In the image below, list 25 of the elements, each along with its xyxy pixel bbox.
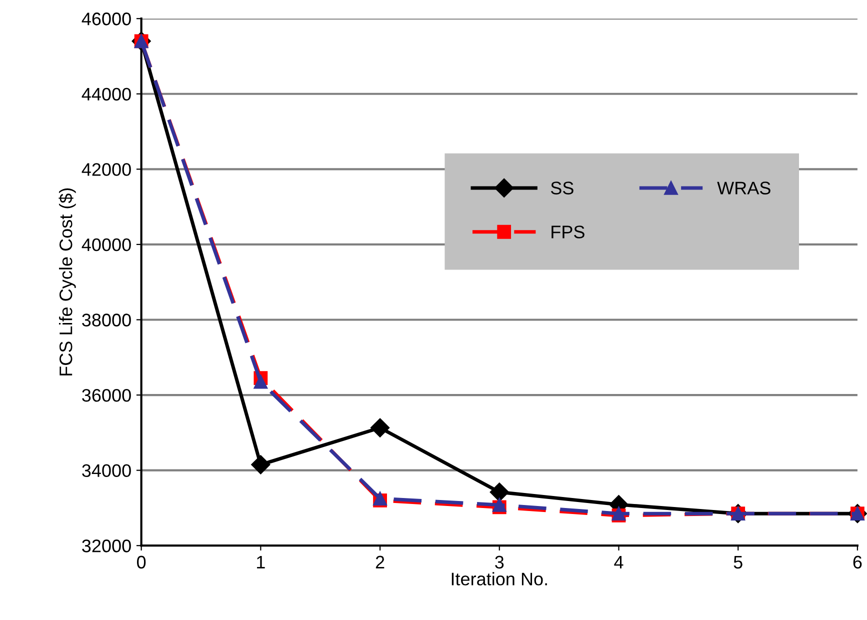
y-tick-label: 44000 xyxy=(82,88,131,101)
y-axis-title: FCS Life Cycle Cost ($) xyxy=(58,188,76,376)
legend-label: WRAS xyxy=(717,182,770,194)
legend-label: SS xyxy=(550,182,574,194)
point xyxy=(370,418,390,438)
x-tick-label: 2 xyxy=(376,556,384,568)
point xyxy=(254,374,268,389)
point xyxy=(251,455,270,474)
point xyxy=(492,498,506,512)
x-tick-label: 0 xyxy=(137,556,146,569)
point xyxy=(490,482,509,502)
y-tick-label: 42000 xyxy=(82,163,131,176)
x-tick-label: 6 xyxy=(853,556,862,569)
x-tick-label: 5 xyxy=(734,556,742,569)
x-axis-title: Iteration No. xyxy=(452,572,547,586)
x-tick-label: 1 xyxy=(257,556,265,568)
y-tick-label: 36000 xyxy=(82,388,131,402)
y-tick-label: 40000 xyxy=(82,238,131,252)
legend-label: FPS xyxy=(552,226,584,238)
y-tick-label: 46000 xyxy=(82,12,131,26)
y-tick-label: 34000 xyxy=(82,464,131,478)
y-tick-label: 38000 xyxy=(82,314,131,326)
x-tick-label: 3 xyxy=(495,556,504,569)
y-tick-label: 32000 xyxy=(82,540,131,552)
x-tick-label: 4 xyxy=(614,556,624,568)
